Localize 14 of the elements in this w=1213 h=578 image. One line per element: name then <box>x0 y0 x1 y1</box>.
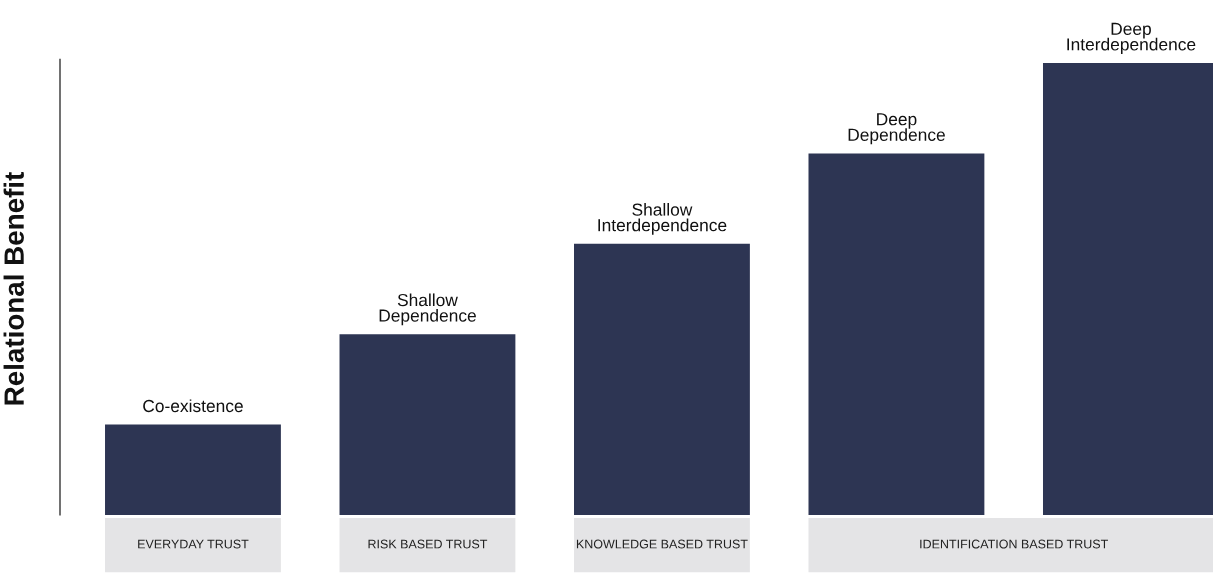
bar <box>105 424 281 515</box>
bar <box>808 153 985 515</box>
text: IDENTIFICATION BASED TRUST <box>920 539 1108 549</box>
x-tick-label: Co-existence <box>143 399 243 413</box>
bar <box>574 243 750 515</box>
text: KNOWLEDGE BASED TRUST <box>576 539 748 549</box>
bar <box>339 334 516 515</box>
x-tick-label: Deep Interdependence <box>1067 22 1196 54</box>
text: RISK BASED TRUST <box>368 539 488 549</box>
text: EVERYDAY TRUST <box>138 539 249 549</box>
x-tick-label: Shallow Interdependence <box>598 203 727 235</box>
x-tick-label: Shallow Dependence <box>379 293 476 326</box>
x-tick-label: Deep Dependence <box>848 113 945 145</box>
y-axis-title: Relational Benefit <box>3 172 24 405</box>
